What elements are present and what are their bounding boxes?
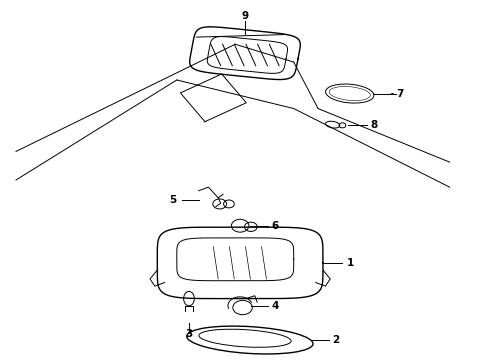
Text: 2: 2 [332,335,339,345]
Text: 7: 7 [396,89,403,99]
Text: 3: 3 [185,329,193,339]
Text: 5: 5 [170,195,177,204]
Text: 6: 6 [272,221,279,231]
Text: 8: 8 [371,120,378,130]
Text: 1: 1 [346,258,354,268]
Text: 4: 4 [272,301,279,311]
Text: 9: 9 [242,12,248,21]
